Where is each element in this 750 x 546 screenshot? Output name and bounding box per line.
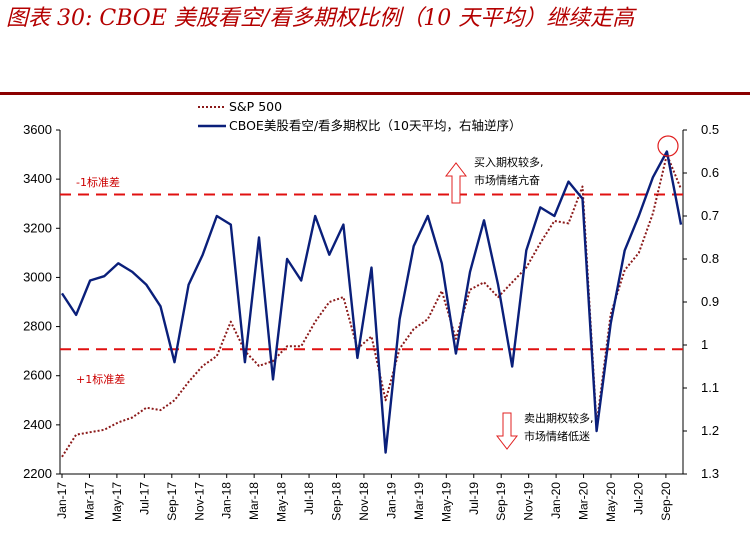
x-tick-label: Jan-17 bbox=[55, 482, 69, 519]
x-tick-label: Mar-18 bbox=[247, 482, 261, 520]
x-tick-label: Jul-18 bbox=[302, 482, 316, 515]
x-tick-label: Jul-19 bbox=[467, 482, 481, 515]
right-tick-label: 0.8 bbox=[701, 251, 719, 266]
upper-note-line2: 市场情绪亢奋 bbox=[474, 173, 540, 187]
x-tick-label: May-17 bbox=[110, 482, 124, 522]
x-tick-label: Nov-18 bbox=[357, 482, 371, 521]
right-tick-label: 0.5 bbox=[701, 122, 719, 137]
right-tick-label: 1.2 bbox=[701, 423, 719, 438]
x-tick-label: May-18 bbox=[275, 482, 289, 522]
legend: S&P 500 CBOE美股看空/看多期权比（10天平均，右轴逆序） bbox=[198, 99, 521, 133]
x-axis-ticks: Jan-17 Mar-17 May-17 Jul-17 Sep-17 Nov-17 Jan-… bbox=[55, 474, 673, 522]
x-tick-label: Sep-19 bbox=[494, 482, 508, 521]
x-tick-label: Sep-18 bbox=[330, 482, 344, 521]
left-tick-label: 3000 bbox=[23, 269, 52, 284]
legend-label-sp500: S&P 500 bbox=[229, 99, 282, 114]
left-tick-label: 3600 bbox=[23, 122, 52, 137]
series-sp500-line bbox=[61, 153, 682, 458]
minus-1-std-label: -1标准差 bbox=[76, 175, 120, 189]
right-axis-ticks: 0.5 0.6 0.7 0.8 0.9 1 1.1 1.2 1.3 bbox=[683, 122, 719, 481]
right-tick-label: 1.1 bbox=[701, 380, 719, 395]
x-tick-label: Jan-19 bbox=[384, 482, 398, 519]
left-tick-label: 3200 bbox=[23, 220, 52, 235]
down-arrow-icon bbox=[495, 412, 519, 450]
x-tick-label: Mar-20 bbox=[577, 482, 591, 520]
chart-title: 图表 30: CBOE 美股看空/看多期权比例（10 天平均）继续走高 bbox=[6, 6, 635, 31]
upper-annotation: 买入期权较多, 市场情绪亢奋 bbox=[444, 155, 544, 204]
x-tick-label: Sep-20 bbox=[659, 482, 673, 521]
x-tick-label: Nov-17 bbox=[192, 482, 206, 521]
x-tick-label: Mar-17 bbox=[82, 482, 96, 520]
right-tick-label: 1.3 bbox=[701, 466, 719, 481]
peak-highlight-circle bbox=[657, 135, 679, 157]
right-tick-label: 0.9 bbox=[701, 294, 719, 309]
series-layer bbox=[60, 150, 683, 458]
left-axis-ticks: 2200 2400 2600 2800 3000 3200 3400 3600 bbox=[23, 122, 60, 481]
up-arrow-icon bbox=[444, 162, 468, 204]
x-tick-label: Jul-20 bbox=[631, 482, 645, 515]
x-tick-label: Nov-19 bbox=[522, 482, 536, 521]
x-tick-label: Jan-20 bbox=[549, 482, 563, 519]
x-tick-label: Sep-17 bbox=[165, 482, 179, 521]
left-tick-label: 2200 bbox=[23, 466, 52, 481]
left-tick-label: 2800 bbox=[23, 319, 52, 334]
title-divider bbox=[0, 92, 750, 95]
right-tick-label: 0.7 bbox=[701, 208, 719, 223]
x-tick-label: May-19 bbox=[439, 482, 453, 522]
series-putcall-line bbox=[60, 150, 683, 454]
left-tick-label: 3400 bbox=[23, 171, 52, 186]
upper-note-line1: 买入期权较多, bbox=[474, 155, 544, 169]
lower-note-line1: 卖出期权较多, bbox=[524, 411, 594, 425]
legend-label-putcall: CBOE美股看空/看多期权比（10天平均，右轴逆序） bbox=[229, 118, 521, 133]
reference-lines bbox=[60, 193, 683, 351]
right-tick-label: 0.6 bbox=[701, 165, 719, 180]
lower-annotation: 卖出期权较多, 市场情绪低迷 bbox=[495, 411, 594, 450]
x-tick-label: Mar-19 bbox=[412, 482, 426, 520]
right-tick-label: 1 bbox=[701, 337, 708, 352]
x-tick-label: Jan-18 bbox=[220, 482, 234, 519]
left-tick-label: 2400 bbox=[23, 417, 52, 432]
lower-note-line2: 市场情绪低迷 bbox=[524, 429, 590, 443]
plus-1-std-label: +1标准差 bbox=[76, 372, 125, 386]
left-tick-label: 2600 bbox=[23, 368, 52, 383]
x-tick-label: May-20 bbox=[604, 482, 618, 522]
x-tick-label: Jul-17 bbox=[137, 482, 151, 515]
